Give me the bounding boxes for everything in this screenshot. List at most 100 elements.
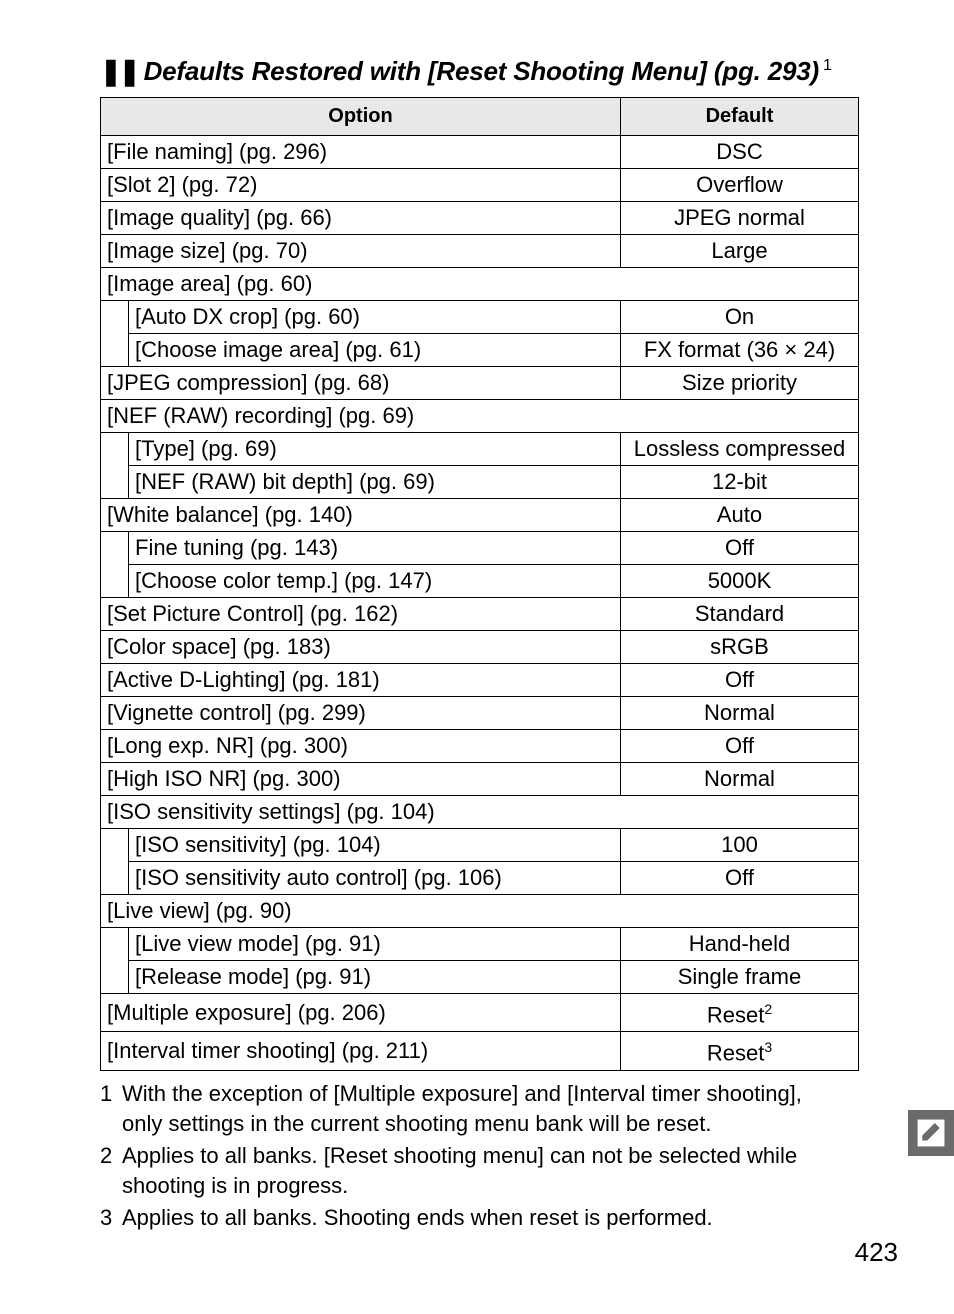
heading-title-text: Defaults Restored with [Reset Shooting M… — [144, 56, 819, 86]
table-row: [Slot 2] (pg. 72)Overflow — [101, 169, 859, 202]
default-cell: Hand-held — [621, 928, 859, 961]
pencil-note-icon — [916, 1118, 946, 1148]
default-cell: Large — [621, 235, 859, 268]
option-cell: [Interval timer shooting] (pg. 211) — [101, 1032, 621, 1070]
footnotes: 1With the exception of [Multiple exposur… — [100, 1079, 840, 1233]
default-cell: Standard — [621, 598, 859, 631]
indent-cell — [101, 961, 129, 994]
table-row: [Image size] (pg. 70)Large — [101, 235, 859, 268]
option-cell: [Auto DX crop] (pg. 60) — [129, 301, 621, 334]
footnote: 3Applies to all banks. Shooting ends whe… — [100, 1203, 840, 1233]
option-cell: Fine tuning (pg. 143) — [129, 532, 621, 565]
table-row: [White balance] (pg. 140)Auto — [101, 499, 859, 532]
group-header-cell: [NEF (RAW) recording] (pg. 69) — [101, 400, 859, 433]
superscript: 3 — [764, 1039, 772, 1055]
footnote: 2Applies to all banks. [Reset shooting m… — [100, 1141, 840, 1201]
option-cell: [ISO sensitivity auto control] (pg. 106) — [129, 862, 621, 895]
option-cell: [Live view mode] (pg. 91) — [129, 928, 621, 961]
default-cell: 100 — [621, 829, 859, 862]
table-row: [Auto DX crop] (pg. 60)On — [101, 301, 859, 334]
indent-cell — [101, 301, 129, 334]
table-row: [Multiple exposure] (pg. 206)Reset2 — [101, 994, 859, 1032]
table-row: [Image area] (pg. 60) — [101, 268, 859, 301]
option-cell: [File naming] (pg. 296) — [101, 136, 621, 169]
option-cell: [High ISO NR] (pg. 300) — [101, 763, 621, 796]
option-cell: [Choose image area] (pg. 61) — [129, 334, 621, 367]
default-cell: 5000K — [621, 565, 859, 598]
option-cell: [Color space] (pg. 183) — [101, 631, 621, 664]
option-cell: [NEF (RAW) bit depth] (pg. 69) — [129, 466, 621, 499]
table-row: [Long exp. NR] (pg. 300)Off — [101, 730, 859, 763]
table-row: [Interval timer shooting] (pg. 211)Reset… — [101, 1032, 859, 1070]
default-cell: Single frame — [621, 961, 859, 994]
option-cell: [ISO sensitivity] (pg. 104) — [129, 829, 621, 862]
table-header-default: Default — [621, 98, 859, 136]
page-number: 423 — [855, 1237, 898, 1268]
table-row: [NEF (RAW) bit depth] (pg. 69)12-bit — [101, 466, 859, 499]
table-row: [Color space] (pg. 183)sRGB — [101, 631, 859, 664]
heading-title: Defaults Restored with [Reset Shooting M… — [144, 56, 832, 87]
table-row: [High ISO NR] (pg. 300)Normal — [101, 763, 859, 796]
defaults-table: Option Default [File naming] (pg. 296)DS… — [100, 97, 859, 1071]
table-row: [Release mode] (pg. 91)Single frame — [101, 961, 859, 994]
indent-cell — [101, 466, 129, 499]
default-cell: Normal — [621, 697, 859, 730]
heading-title-super: 1 — [823, 57, 832, 74]
default-cell: Normal — [621, 763, 859, 796]
table-row: [Live view mode] (pg. 91)Hand-held — [101, 928, 859, 961]
default-cell: Off — [621, 730, 859, 763]
default-cell: Reset2 — [621, 994, 859, 1032]
indent-cell — [101, 829, 129, 862]
footnote: 1With the exception of [Multiple exposur… — [100, 1079, 840, 1139]
default-cell: Size priority — [621, 367, 859, 400]
option-cell: [Image size] (pg. 70) — [101, 235, 621, 268]
option-cell: [Choose color temp.] (pg. 147) — [129, 565, 621, 598]
footnote-text: Applies to all banks. Shooting ends when… — [122, 1203, 840, 1233]
default-cell: DSC — [621, 136, 859, 169]
default-cell: On — [621, 301, 859, 334]
indent-cell — [101, 433, 129, 466]
page: ❚❚ Defaults Restored with [Reset Shootin… — [0, 0, 954, 1314]
default-cell: FX format (36 × 24) — [621, 334, 859, 367]
option-cell: [Type] (pg. 69) — [129, 433, 621, 466]
option-cell: [Release mode] (pg. 91) — [129, 961, 621, 994]
section-heading: ❚❚ Defaults Restored with [Reset Shootin… — [100, 56, 906, 87]
table-header-option: Option — [101, 98, 621, 136]
table-row: [Type] (pg. 69)Lossless compressed — [101, 433, 859, 466]
option-cell: [Multiple exposure] (pg. 206) — [101, 994, 621, 1032]
footnote-number: 3 — [100, 1203, 122, 1233]
default-cell: Overflow — [621, 169, 859, 202]
footnote-text: With the exception of [Multiple exposure… — [122, 1079, 840, 1139]
default-cell: Lossless compressed — [621, 433, 859, 466]
table-row: [Choose color temp.] (pg. 147)5000K — [101, 565, 859, 598]
option-cell: [JPEG compression] (pg. 68) — [101, 367, 621, 400]
default-cell: 12-bit — [621, 466, 859, 499]
default-cell: Reset3 — [621, 1032, 859, 1070]
table-row: [Image quality] (pg. 66)JPEG normal — [101, 202, 859, 235]
indent-cell — [101, 928, 129, 961]
indent-cell — [101, 862, 129, 895]
indent-cell — [101, 334, 129, 367]
table-row: [NEF (RAW) recording] (pg. 69) — [101, 400, 859, 433]
footnote-text: Applies to all banks. [Reset shooting me… — [122, 1141, 840, 1201]
table-row: Fine tuning (pg. 143)Off — [101, 532, 859, 565]
footnote-number: 2 — [100, 1141, 122, 1201]
group-header-cell: [Live view] (pg. 90) — [101, 895, 859, 928]
default-cell: Off — [621, 664, 859, 697]
superscript: 2 — [764, 1001, 772, 1017]
default-cell: Auto — [621, 499, 859, 532]
option-cell: [White balance] (pg. 140) — [101, 499, 621, 532]
table-row: [Choose image area] (pg. 61)FX format (3… — [101, 334, 859, 367]
group-header-cell: [ISO sensitivity settings] (pg. 104) — [101, 796, 859, 829]
table-row: [File naming] (pg. 296)DSC — [101, 136, 859, 169]
heading-bullets-icon: ❚❚ — [100, 56, 138, 87]
default-cell: JPEG normal — [621, 202, 859, 235]
table-header-row: Option Default — [101, 98, 859, 136]
default-cell: Off — [621, 532, 859, 565]
option-cell: [Image quality] (pg. 66) — [101, 202, 621, 235]
table-row: [JPEG compression] (pg. 68)Size priority — [101, 367, 859, 400]
table-row: [Live view] (pg. 90) — [101, 895, 859, 928]
table-row: [Vignette control] (pg. 299)Normal — [101, 697, 859, 730]
indent-cell — [101, 532, 129, 565]
default-cell: sRGB — [621, 631, 859, 664]
